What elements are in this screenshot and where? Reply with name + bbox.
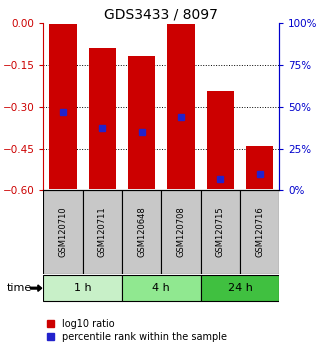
Bar <box>240 190 279 274</box>
Legend: log10 ratio, percentile rank within the sample: log10 ratio, percentile rank within the … <box>47 319 227 342</box>
Text: GSM120715: GSM120715 <box>216 207 225 257</box>
Text: time: time <box>6 283 32 293</box>
Text: 1 h: 1 h <box>74 283 91 293</box>
Bar <box>43 190 83 274</box>
Bar <box>201 275 279 301</box>
Bar <box>128 57 155 189</box>
Text: GSM120711: GSM120711 <box>98 207 107 257</box>
Bar <box>167 24 195 189</box>
Bar <box>206 91 234 189</box>
Bar <box>83 190 122 274</box>
Text: 4 h: 4 h <box>152 283 170 293</box>
Bar <box>122 275 201 301</box>
Bar <box>122 190 161 274</box>
Bar <box>43 275 122 301</box>
Text: GSM120716: GSM120716 <box>255 207 264 257</box>
Text: GSM120708: GSM120708 <box>177 207 186 257</box>
Title: GDS3433 / 8097: GDS3433 / 8097 <box>104 8 218 22</box>
Bar <box>49 24 77 189</box>
Bar <box>201 190 240 274</box>
Bar <box>89 48 116 189</box>
Text: GSM120710: GSM120710 <box>58 207 67 257</box>
Text: GSM120648: GSM120648 <box>137 207 146 257</box>
Bar <box>161 190 201 274</box>
Text: 24 h: 24 h <box>228 283 252 293</box>
Bar <box>246 146 273 189</box>
